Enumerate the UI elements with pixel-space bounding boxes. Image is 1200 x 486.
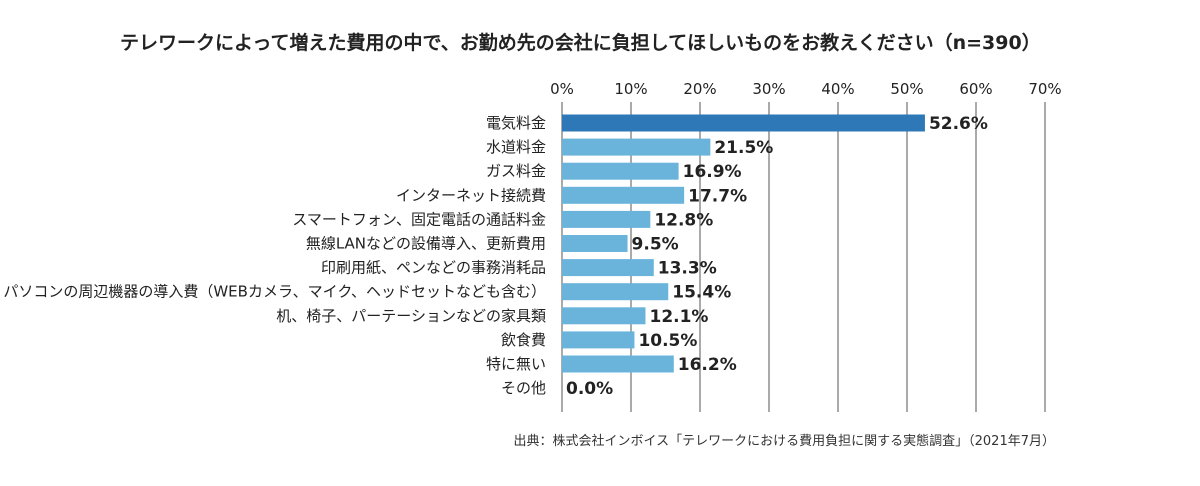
- category-label: インターネット接続費: [396, 186, 546, 204]
- x-tick-label: 0%: [550, 80, 574, 98]
- x-tick-label: 10%: [614, 80, 647, 98]
- value-label: 10.5%: [638, 331, 697, 351]
- value-label: 52.6%: [929, 114, 988, 134]
- value-label: 0.0%: [566, 379, 613, 399]
- value-labels: 52.6% 21.5% 16.9% 17.7% 12.8% 9.5% 13.3% 15.4% 1…: [566, 114, 988, 399]
- bar: [562, 283, 669, 301]
- bar: [562, 259, 654, 277]
- bar: [562, 307, 646, 325]
- bar: [562, 235, 628, 252]
- bar: [562, 355, 674, 373]
- category-label: 机、椅子、パーテーションなどの家具類: [276, 307, 546, 325]
- category-label: 無線LANなどの設備導入、更新費用: [306, 235, 546, 253]
- value-label: 9.5%: [632, 235, 679, 255]
- value-label: 12.1%: [649, 307, 708, 327]
- value-label: 16.9%: [683, 162, 742, 182]
- x-tick-label: 20%: [683, 80, 716, 98]
- x-tick-label: 60%: [959, 80, 992, 98]
- value-label: 13.3%: [658, 259, 717, 279]
- value-label: 21.5%: [714, 138, 773, 158]
- bar: [562, 331, 635, 349]
- category-label: ガス料金: [486, 162, 546, 180]
- x-tick-label: 30%: [752, 80, 785, 98]
- x-tick-label: 70%: [1028, 80, 1061, 98]
- x-tick-label: 40%: [821, 80, 854, 98]
- category-label: 印刷用紙、ペンなどの事務消耗品: [321, 259, 546, 277]
- value-label: 12.8%: [654, 210, 713, 230]
- bar: [562, 162, 679, 180]
- bar: [562, 186, 685, 204]
- bar: [562, 114, 925, 132]
- grid-lines: [561, 102, 1046, 412]
- value-label: 15.4%: [672, 283, 731, 303]
- category-label: 特に無い: [486, 355, 546, 373]
- category-labels: 電気料金水道料金ガス料金インターネット接続費スマートフォン、固定電話の通話料金無…: [3, 114, 546, 397]
- category-label: スマートフォン、固定電話の通話料金: [292, 210, 546, 228]
- value-label: 17.7%: [688, 186, 747, 206]
- bar: [562, 138, 711, 156]
- bar: [562, 210, 651, 228]
- x-tick-label: 50%: [890, 80, 923, 98]
- chart-title: テレワークによって増えた費用の中で、お勤め先の会社に負担してほしいものをお教えく…: [120, 32, 1041, 54]
- category-label: 電気料金: [486, 114, 546, 132]
- category-label: その他: [501, 379, 546, 397]
- value-label: 16.2%: [678, 355, 737, 375]
- source-note: 出典：株式会社インボイス「テレワークにおける費用負担に関する実態調査」（2021…: [513, 434, 1055, 449]
- category-label: 水道料金: [486, 138, 546, 156]
- category-label: 飲食費: [501, 331, 546, 349]
- x-axis-ticks: 0% 10% 20% 30% 40% 50% 60% 70%: [550, 80, 1062, 98]
- category-label: パソコンの周辺機器の導入費（WEBカメラ、マイク、ヘッドセットなども含む）: [3, 283, 546, 301]
- bars: [562, 114, 925, 373]
